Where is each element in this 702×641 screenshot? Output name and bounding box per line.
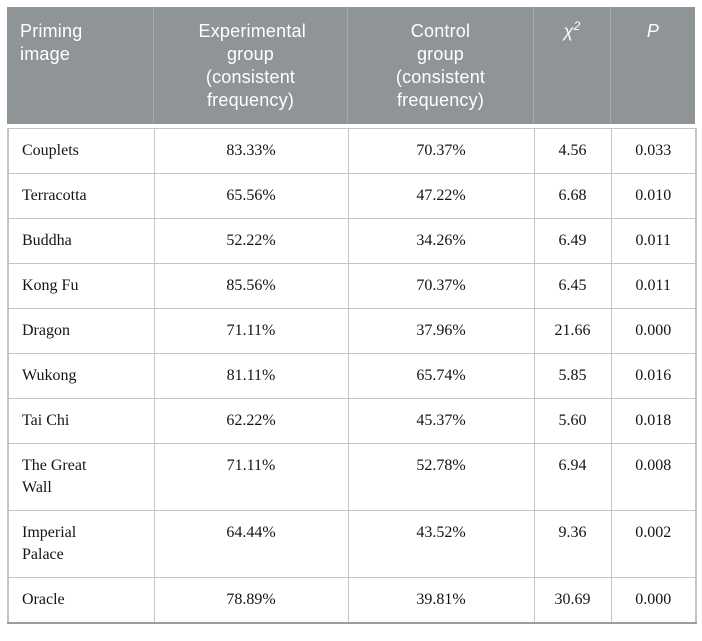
column-header-p-value: P <box>610 7 695 124</box>
cell-p-value: 0.011 <box>610 218 697 264</box>
cell-priming-image: Oracle <box>7 577 155 624</box>
cell-control: 43.52% <box>347 510 535 578</box>
column-header-priming-image: Priming image <box>7 7 153 124</box>
cell-experimental: 62.22% <box>153 398 349 444</box>
cell-priming-image: Tai Chi <box>7 398 155 444</box>
cell-chi-squared: 6.68 <box>533 173 612 219</box>
chi-squared-symbol: χ2 <box>563 19 581 41</box>
cell-experimental: 65.56% <box>153 173 349 219</box>
cell-priming-image: Couplets <box>7 128 155 174</box>
cell-p-value: 0.033 <box>610 128 697 174</box>
table-row: Tai Chi 62.22% 45.37% 5.60 0.018 <box>7 398 697 444</box>
cell-chi-squared: 4.56 <box>533 128 612 174</box>
header-body-divider <box>7 124 695 128</box>
cell-priming-image: The Great Wall <box>7 443 155 511</box>
cell-experimental: 71.11% <box>153 308 349 354</box>
table-row: Couplets 83.33% 70.37% 4.56 0.033 <box>7 128 697 174</box>
table-row: Oracle 78.89% 39.81% 30.69 0.000 <box>7 577 697 624</box>
cell-priming-image: Terracotta <box>7 173 155 219</box>
column-header-label: Experimental group (consistent frequency… <box>198 21 306 110</box>
table-row: Kong Fu 85.56% 70.37% 6.45 0.011 <box>7 263 697 309</box>
cell-experimental: 85.56% <box>153 263 349 309</box>
statistics-table: Priming image Experimental group (consis… <box>7 7 697 624</box>
column-header-label: Priming image <box>20 21 83 64</box>
cell-control: 37.96% <box>347 308 535 354</box>
cell-chi-squared: 9.36 <box>533 510 612 578</box>
cell-chi-squared: 6.94 <box>533 443 612 511</box>
cell-chi-squared: 5.60 <box>533 398 612 444</box>
cell-chi-squared: 21.66 <box>533 308 612 354</box>
cell-experimental: 71.11% <box>153 443 349 511</box>
cell-chi-squared: 5.85 <box>533 353 612 399</box>
cell-priming-image: Wukong <box>7 353 155 399</box>
cell-p-value: 0.016 <box>610 353 697 399</box>
cell-p-value: 0.000 <box>610 308 697 354</box>
cell-priming-image: Kong Fu <box>7 263 155 309</box>
table-header: Priming image Experimental group (consis… <box>7 7 695 124</box>
cell-experimental: 64.44% <box>153 510 349 578</box>
table-body: Couplets 83.33% 70.37% 4.56 0.033 Terrac… <box>7 128 697 624</box>
cell-p-value: 0.011 <box>610 263 697 309</box>
cell-control: 70.37% <box>347 263 535 309</box>
cell-control: 52.78% <box>347 443 535 511</box>
cell-experimental: 78.89% <box>153 577 349 624</box>
cell-control: 65.74% <box>347 353 535 399</box>
column-header-chi-squared: χ2 <box>533 7 610 124</box>
column-header-experimental-group: Experimental group (consistent frequency… <box>153 7 347 124</box>
cell-priming-image: Buddha <box>7 218 155 264</box>
cell-chi-squared: 30.69 <box>533 577 612 624</box>
cell-priming-image: Dragon <box>7 308 155 354</box>
column-header-control-group: Control group (consistent frequency) <box>347 7 533 124</box>
cell-control: 39.81% <box>347 577 535 624</box>
column-header-label: P <box>646 21 660 41</box>
cell-p-value: 0.008 <box>610 443 697 511</box>
cell-experimental: 83.33% <box>153 128 349 174</box>
cell-p-value: 0.018 <box>610 398 697 444</box>
cell-priming-image: Imperial Palace <box>7 510 155 578</box>
table-row: Dragon 71.11% 37.96% 21.66 0.000 <box>7 308 697 354</box>
cell-chi-squared: 6.45 <box>533 263 612 309</box>
cell-experimental: 81.11% <box>153 353 349 399</box>
cell-chi-squared: 6.49 <box>533 218 612 264</box>
table-row: Wukong 81.11% 65.74% 5.85 0.016 <box>7 353 697 399</box>
table-row: Terracotta 65.56% 47.22% 6.68 0.010 <box>7 173 697 219</box>
cell-p-value: 0.010 <box>610 173 697 219</box>
cell-control: 70.37% <box>347 128 535 174</box>
table-row: Buddha 52.22% 34.26% 6.49 0.011 <box>7 218 697 264</box>
column-header-label: Control group (consistent frequency) <box>395 21 486 110</box>
cell-experimental: 52.22% <box>153 218 349 264</box>
table-row: Imperial Palace 64.44% 43.52% 9.36 0.002 <box>7 510 697 578</box>
cell-p-value: 0.002 <box>610 510 697 578</box>
cell-control: 47.22% <box>347 173 535 219</box>
cell-p-value: 0.000 <box>610 577 697 624</box>
cell-control: 45.37% <box>347 398 535 444</box>
table-row: The Great Wall 71.11% 52.78% 6.94 0.008 <box>7 443 697 511</box>
cell-control: 34.26% <box>347 218 535 264</box>
